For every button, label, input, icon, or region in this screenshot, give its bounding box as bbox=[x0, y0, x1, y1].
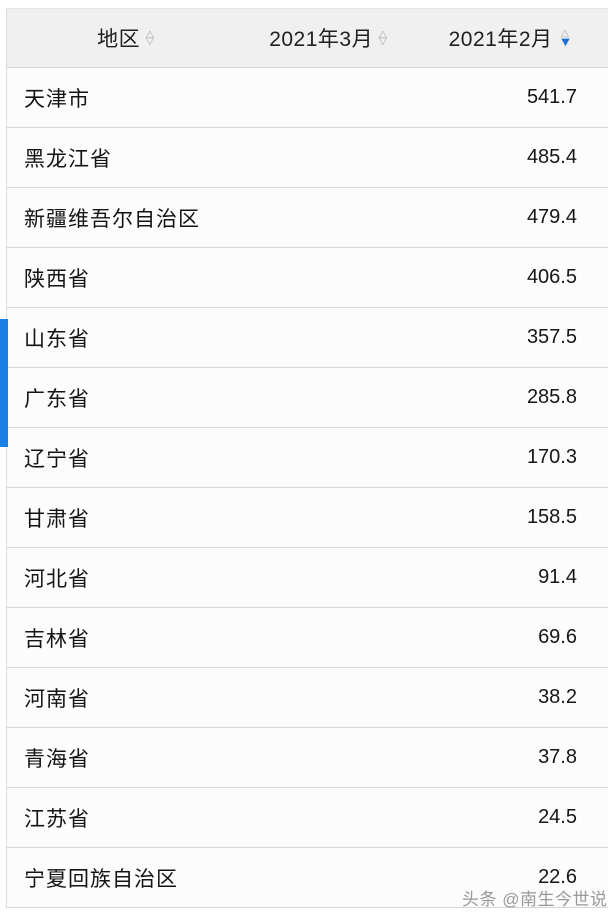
table-row: 广东省 285.8 bbox=[7, 368, 608, 428]
feb-2021-value-cell: 485.4 bbox=[526, 146, 577, 168]
sort-toggle-icon[interactable]: △ ▽ bbox=[145, 29, 155, 47]
table-row: 新疆维吾尔自治区 479.4 bbox=[7, 188, 608, 248]
data-table: 地区 △ ▽ 2021年3月 △ ▽ 2021年2月 △ ▼ bbox=[6, 8, 608, 908]
region-cell: 甘肃省 bbox=[24, 507, 90, 531]
region-cell: 新疆维吾尔自治区 bbox=[24, 207, 200, 231]
feb-2021-value-cell: 541.7 bbox=[526, 86, 577, 108]
sort-desc-icon: ▽ bbox=[378, 36, 388, 47]
table-row: 河南省 38.2 bbox=[7, 668, 608, 728]
watermark: 头条 @南生今世说 bbox=[462, 890, 608, 909]
feb-2021-value-cell: 357.5 bbox=[526, 326, 577, 348]
sort-desc-active-icon: ▼ bbox=[557, 34, 573, 49]
sort-desc-icon: ▽ bbox=[145, 36, 155, 47]
table-row: 宁夏回族自治区 22.6 bbox=[7, 848, 608, 908]
column-header-mar-2021-label: 2021年3月 bbox=[269, 28, 374, 51]
feb-2021-value-cell: 22.6 bbox=[538, 866, 577, 888]
region-cell: 山东省 bbox=[24, 327, 90, 351]
table-row: 山东省 357.5 bbox=[7, 308, 608, 368]
feb-2021-value-cell: 69.6 bbox=[538, 626, 577, 648]
table-header-row: 地区 △ ▽ 2021年3月 △ ▽ 2021年2月 △ ▼ bbox=[7, 8, 608, 68]
table-row: 江苏省 24.5 bbox=[7, 788, 608, 848]
table-row: 陕西省 406.5 bbox=[7, 248, 608, 308]
feb-2021-value-cell: 24.5 bbox=[538, 806, 577, 828]
region-cell: 河北省 bbox=[24, 567, 90, 591]
table-row: 吉林省 69.6 bbox=[7, 608, 608, 668]
table-row: 青海省 37.8 bbox=[7, 728, 608, 788]
sort-asc-icon: △ bbox=[560, 28, 570, 39]
column-header-region[interactable]: 地区 △ ▽ bbox=[7, 23, 244, 53]
table-row: 河北省 91.4 bbox=[7, 548, 608, 608]
region-cell: 青海省 bbox=[24, 747, 90, 771]
region-cell: 广东省 bbox=[24, 387, 90, 411]
feb-2021-value-cell: 170.3 bbox=[526, 446, 577, 468]
feb-2021-value-cell: 91.4 bbox=[538, 566, 577, 588]
table-row: 黑龙江省 485.4 bbox=[7, 128, 608, 188]
table-body: 天津市 541.7 黑龙江省 485.4 新疆维吾尔自治区 479.4 陕西省 406.5 山东… bbox=[7, 68, 608, 908]
sort-toggle-icon[interactable]: △ ▽ bbox=[378, 29, 388, 47]
feb-2021-value-cell: 406.5 bbox=[526, 266, 577, 288]
vertical-scrollbar-thumb[interactable] bbox=[0, 319, 8, 447]
column-header-region-label: 地区 bbox=[97, 28, 141, 51]
feb-2021-value-cell: 285.8 bbox=[526, 386, 577, 408]
region-cell: 黑龙江省 bbox=[24, 147, 112, 171]
region-cell: 天津市 bbox=[24, 87, 90, 111]
feb-2021-value-cell: 38.2 bbox=[538, 686, 577, 708]
region-cell: 陕西省 bbox=[24, 267, 90, 291]
table-row: 辽宁省 170.3 bbox=[7, 428, 608, 488]
table-row: 天津市 541.7 bbox=[7, 68, 608, 128]
column-header-feb-2021-label: 2021年2月 bbox=[448, 28, 553, 51]
region-cell: 河南省 bbox=[24, 687, 90, 711]
table-row: 甘肃省 158.5 bbox=[7, 488, 608, 548]
feb-2021-value-cell: 158.5 bbox=[526, 506, 577, 528]
column-header-feb-2021[interactable]: 2021年2月 △ ▼ bbox=[412, 23, 608, 53]
region-cell: 宁夏回族自治区 bbox=[24, 867, 178, 891]
sort-asc-icon: △ bbox=[378, 29, 388, 40]
sort-toggle-icon[interactable]: △ ▼ bbox=[557, 28, 573, 49]
region-cell: 吉林省 bbox=[24, 627, 90, 651]
region-cell: 江苏省 bbox=[24, 807, 90, 831]
sort-asc-icon: △ bbox=[145, 29, 155, 40]
column-header-mar-2021[interactable]: 2021年3月 △ ▽ bbox=[244, 23, 412, 53]
feb-2021-value-cell: 37.8 bbox=[538, 746, 577, 768]
region-cell: 辽宁省 bbox=[24, 447, 90, 471]
feb-2021-value-cell: 479.4 bbox=[526, 206, 577, 228]
